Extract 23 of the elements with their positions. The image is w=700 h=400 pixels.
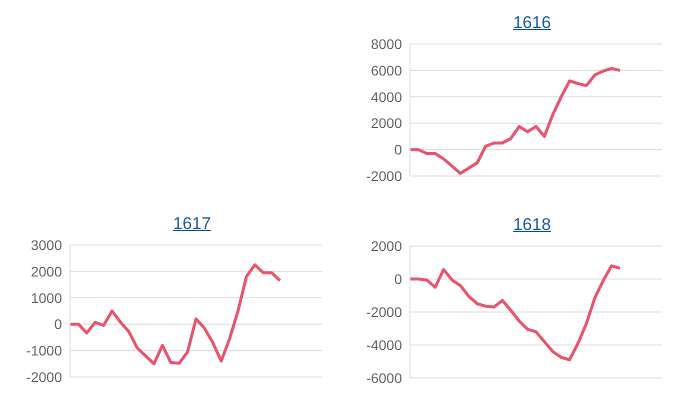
y-tick-label: -2000 (26, 368, 62, 385)
chart-title: 1617 (173, 214, 211, 233)
y-tick-label: 2000 (370, 115, 402, 132)
y-tick-label: 0 (54, 316, 62, 332)
y-tick-label: -4000 (366, 336, 402, 353)
y-tick-label: 4000 (370, 88, 402, 105)
y-tick-label: 3000 (30, 236, 62, 253)
line-series (68, 263, 282, 366)
y-tick-label: -2000 (366, 304, 402, 320)
chart-title: 1618 (513, 215, 551, 234)
y-tick-label: 6000 (370, 62, 402, 78)
line-series (408, 264, 622, 362)
y-tick-label: 2000 (370, 238, 402, 254)
y-tick-label: 1000 (30, 290, 62, 306)
line-series (408, 66, 622, 175)
y-tick-label: 2000 (30, 263, 62, 280)
y-tick-label: -6000 (366, 370, 402, 386)
y-tick-label: 8000 (370, 36, 402, 52)
y-tick-label: -1000 (26, 342, 62, 359)
chart-title: 1616 (513, 13, 551, 32)
y-tick-label: -2000 (366, 168, 402, 184)
y-tick-label: 0 (394, 270, 402, 287)
y-tick-label: 0 (394, 142, 402, 158)
